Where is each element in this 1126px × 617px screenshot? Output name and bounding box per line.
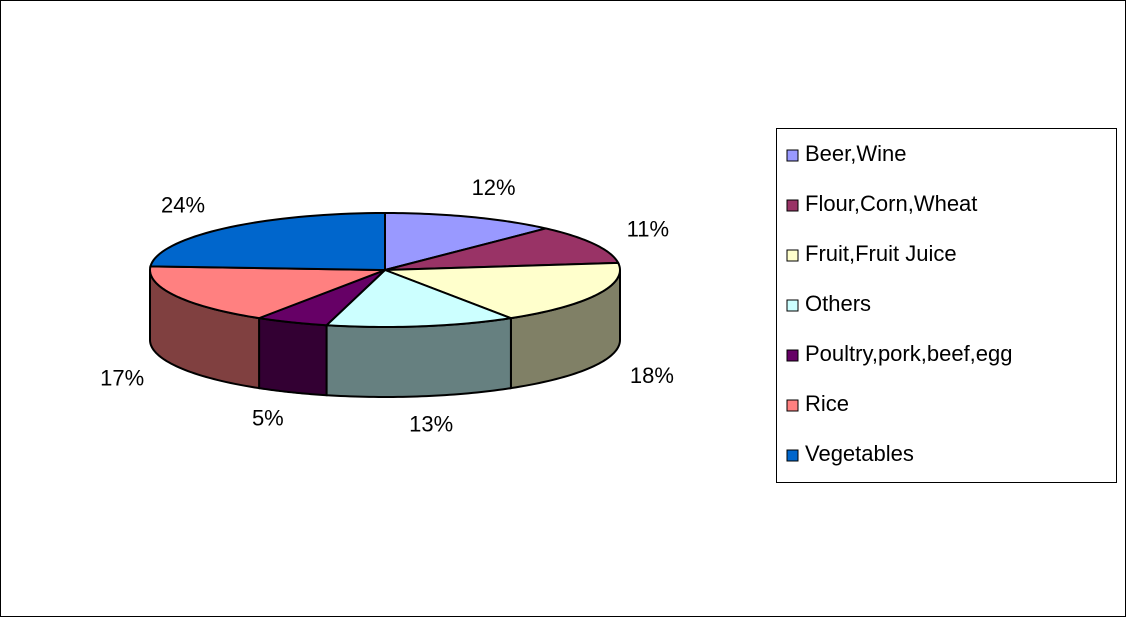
data-label: 24% xyxy=(161,192,205,217)
slice-side xyxy=(325,316,512,398)
data-label: 18% xyxy=(630,363,674,388)
slice xyxy=(255,269,386,327)
legend-swatch xyxy=(786,399,799,412)
legend-label: Fruit,Fruit Juice xyxy=(805,241,957,266)
data-label: 5% xyxy=(252,406,284,431)
data-label: 12% xyxy=(472,175,516,200)
legend-label: Rice xyxy=(805,391,849,416)
legend-label: Poultry,pork,beef,egg xyxy=(805,341,1013,366)
legend-label: Beer,Wine xyxy=(805,141,907,166)
slice xyxy=(384,227,620,271)
legend-swatch xyxy=(786,299,799,312)
slice-side xyxy=(258,316,328,397)
slice xyxy=(324,268,515,328)
slice xyxy=(149,265,386,320)
legend-swatch xyxy=(786,449,799,462)
slice xyxy=(149,211,386,272)
data-label: 13% xyxy=(409,412,453,437)
legend-label: Others xyxy=(805,291,871,316)
legend-swatch xyxy=(786,249,799,262)
legend-swatch xyxy=(786,149,799,162)
legend-box xyxy=(776,128,1117,483)
legend-label: Vegetables xyxy=(805,441,914,466)
data-label: 17% xyxy=(100,365,144,390)
legend-swatch xyxy=(786,199,799,212)
data-label: 11% xyxy=(627,216,669,241)
slice xyxy=(384,261,621,320)
legend-label: Flour,Corn,Wheat xyxy=(805,191,977,216)
legend-swatch xyxy=(786,349,799,362)
slice xyxy=(384,211,547,272)
